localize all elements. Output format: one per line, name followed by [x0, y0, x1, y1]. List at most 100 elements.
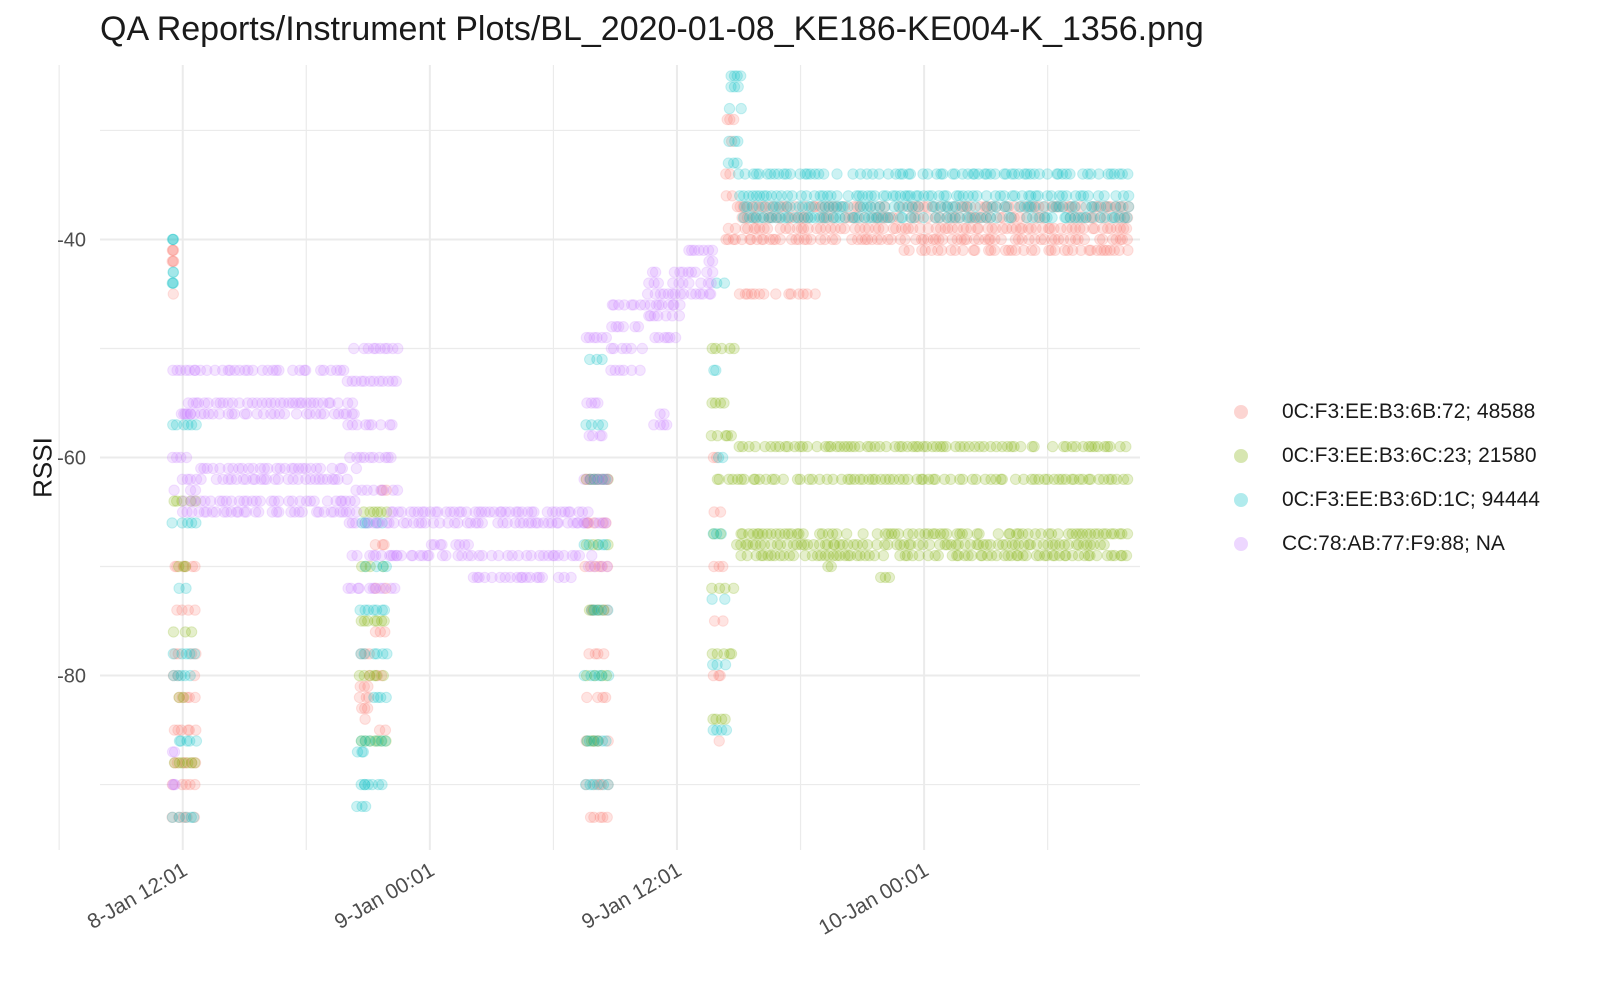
data-point	[767, 201, 779, 213]
data-point	[938, 528, 950, 540]
data-point	[1057, 233, 1070, 246]
data-point	[1008, 168, 1021, 180]
data-point	[185, 495, 198, 507]
data-point	[1056, 168, 1069, 180]
data-point	[758, 201, 770, 213]
data-point	[773, 201, 785, 213]
data-point	[268, 408, 281, 420]
data-point	[190, 495, 202, 507]
data-point	[172, 724, 184, 736]
data-point	[997, 539, 1009, 551]
data-point	[994, 190, 1006, 202]
data-point	[374, 626, 386, 638]
series-4-points	[166, 244, 719, 791]
data-point	[887, 222, 899, 235]
data-point	[1084, 473, 1097, 485]
data-point	[881, 211, 894, 224]
data-point	[213, 408, 226, 420]
data-point	[958, 440, 970, 453]
data-point	[1000, 168, 1012, 180]
data-point	[770, 201, 782, 213]
data-point	[1042, 528, 1055, 540]
data-point	[973, 233, 985, 246]
data-point	[584, 811, 597, 823]
data-point	[998, 190, 1010, 202]
data-point	[910, 440, 922, 453]
data-point	[395, 549, 407, 562]
data-point	[813, 201, 826, 213]
data-point	[578, 517, 591, 529]
data-point	[766, 211, 778, 224]
data-point	[371, 669, 383, 682]
data-point	[1106, 211, 1119, 224]
data-point	[1005, 440, 1018, 453]
data-point	[586, 549, 598, 562]
points-layer	[166, 70, 1135, 823]
data-point	[1048, 473, 1060, 485]
data-point	[350, 462, 363, 475]
data-point	[346, 397, 359, 409]
data-point	[888, 201, 900, 213]
data-point	[300, 462, 312, 475]
data-point	[170, 419, 183, 431]
data-point	[391, 484, 404, 496]
data-point	[180, 648, 193, 660]
data-point	[301, 408, 313, 420]
data-point	[800, 190, 813, 202]
data-point	[765, 211, 777, 224]
data-point	[591, 735, 604, 747]
data-point	[734, 190, 746, 202]
data-point	[169, 778, 181, 791]
data-point	[1066, 222, 1078, 235]
data-point	[175, 364, 187, 376]
data-point	[370, 582, 382, 594]
data-point	[762, 549, 774, 562]
data-point	[167, 626, 180, 638]
data-point	[926, 201, 938, 213]
data-point	[329, 473, 341, 485]
data-point	[759, 201, 772, 213]
data-point	[903, 201, 915, 213]
data-point	[1114, 233, 1127, 246]
data-point	[171, 560, 183, 573]
data-point	[957, 244, 969, 257]
data-point	[973, 440, 986, 453]
data-point	[983, 244, 995, 257]
data-point	[929, 211, 941, 224]
data-point	[600, 669, 613, 682]
data-point	[222, 408, 235, 420]
data-point	[359, 735, 371, 747]
data-point	[996, 473, 1008, 485]
data-point	[754, 539, 767, 551]
data-point	[708, 528, 720, 540]
data-point	[357, 746, 369, 758]
data-point	[821, 539, 834, 551]
data-point	[1008, 440, 1020, 453]
data-point	[178, 757, 190, 769]
data-point	[300, 397, 312, 409]
data-point	[823, 201, 835, 213]
data-point	[983, 233, 995, 246]
data-point	[729, 233, 741, 246]
data-point	[283, 397, 295, 409]
data-point	[233, 495, 246, 507]
data-point	[720, 233, 732, 246]
data-point	[710, 364, 722, 376]
data-point	[1111, 473, 1123, 485]
data-point	[996, 440, 1008, 453]
legend-marker	[1234, 537, 1248, 551]
data-point	[817, 211, 830, 224]
data-point	[167, 419, 179, 431]
data-point	[789, 201, 801, 213]
data-point	[376, 669, 388, 682]
data-point	[750, 211, 762, 224]
data-point	[955, 201, 967, 213]
data-point	[1042, 222, 1055, 235]
data-point	[910, 233, 922, 246]
data-point	[182, 757, 194, 769]
data-point	[997, 211, 1009, 224]
data-point	[922, 473, 935, 485]
data-point	[920, 440, 933, 453]
data-point	[764, 233, 776, 246]
